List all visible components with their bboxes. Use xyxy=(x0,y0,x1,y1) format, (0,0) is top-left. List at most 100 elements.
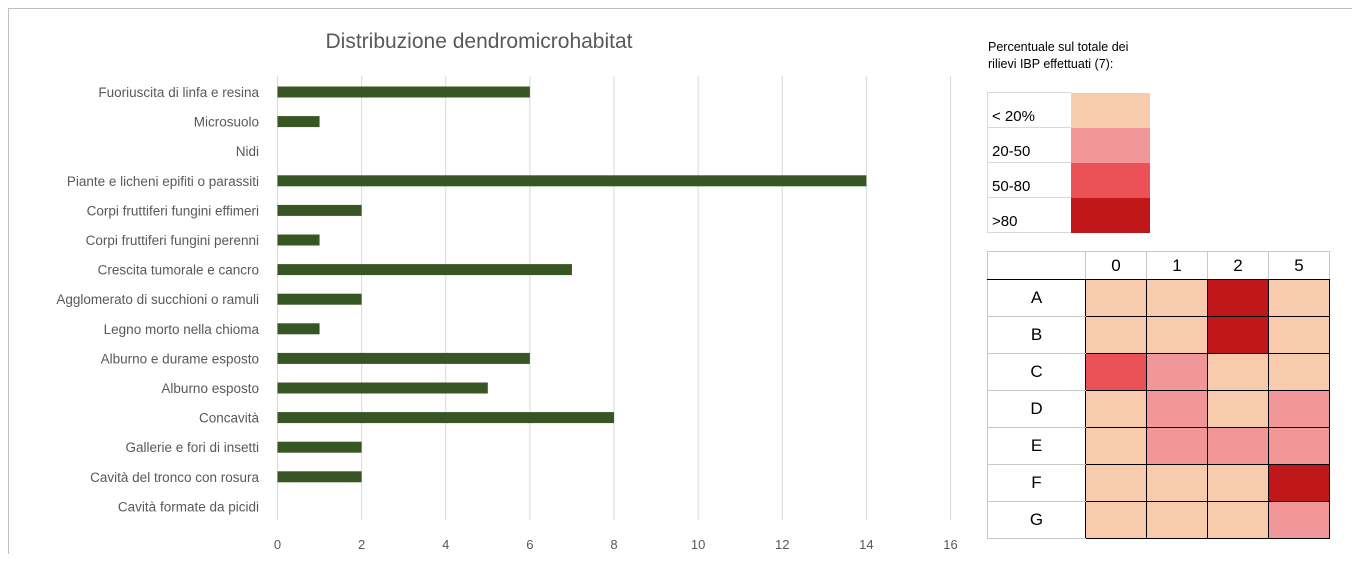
heatmap-cell xyxy=(1085,390,1147,428)
bar xyxy=(277,116,320,128)
heatmap-row-label: D xyxy=(987,390,1086,428)
heatmap-cell xyxy=(1085,464,1147,502)
heatmap-cell xyxy=(1268,279,1330,317)
heatmap-corner xyxy=(987,251,1086,280)
legend-swatch xyxy=(1070,92,1150,128)
heatmap-row-label: F xyxy=(987,464,1086,502)
y-category-label: Gallerie e fori di insetti xyxy=(125,440,259,455)
bar xyxy=(277,323,320,335)
x-tick-label: 6 xyxy=(526,537,533,552)
heatmap-row-label: C xyxy=(987,353,1086,391)
bar xyxy=(277,293,362,305)
y-category-label: Concavità xyxy=(199,411,260,426)
legend-swatch xyxy=(1070,197,1150,233)
heatmap-cell xyxy=(1146,464,1208,502)
x-tick-label: 0 xyxy=(274,537,281,552)
y-category-label: Fuoriuscita di linfa e resina xyxy=(98,85,259,100)
legend-row: >80 xyxy=(986,197,1150,233)
bar xyxy=(277,471,362,483)
x-tick-label: 16 xyxy=(943,537,957,552)
bar xyxy=(277,352,530,364)
y-category-label: Agglomerato di succhioni o ramuli xyxy=(56,292,259,307)
x-tick-label: 12 xyxy=(775,537,789,552)
heatmap-cell xyxy=(1207,501,1269,539)
legend-title-line-1: Percentuale sul totale dei xyxy=(988,40,1129,54)
heatmap-cell xyxy=(1146,279,1208,317)
heatmap-cell xyxy=(1085,501,1147,539)
bar xyxy=(277,204,362,216)
heatmap-col-header: 0 xyxy=(1085,251,1147,280)
heatmap-row-label: G xyxy=(987,501,1086,539)
legend-label: 20-50 xyxy=(986,127,1071,163)
heatmap-row: B xyxy=(987,316,1330,354)
heatmap-cell xyxy=(1207,464,1269,502)
y-category-label: Alburno e durame esposto xyxy=(101,351,259,366)
heatmap-cell xyxy=(1268,501,1330,539)
heatmap-cell xyxy=(1085,427,1147,465)
heatmap-col-header: 5 xyxy=(1268,251,1330,280)
y-category-label: Legno morto nella chioma xyxy=(104,322,260,337)
heatmap-col-header: 1 xyxy=(1146,251,1208,280)
heatmap-cell xyxy=(1207,353,1269,391)
heatmap-cell xyxy=(1268,464,1330,502)
heatmap-row-label: A xyxy=(987,279,1086,317)
heatmap-row: E xyxy=(987,427,1330,465)
chart-title: Distribuzione dendromicrohabitat xyxy=(325,30,633,53)
bar xyxy=(277,441,362,453)
x-tick-label: 2 xyxy=(358,537,365,552)
figure-frame xyxy=(8,8,1352,554)
legend-row: 20-50 xyxy=(986,127,1150,163)
heatmap-cell xyxy=(1207,390,1269,428)
heatmap-cell xyxy=(1146,501,1208,539)
heatmap-col-header: 2 xyxy=(1207,251,1269,280)
bar xyxy=(277,86,530,98)
x-tick-label: 10 xyxy=(691,537,705,552)
heatmap-cell xyxy=(1085,316,1147,354)
color-legend: < 20% 20-50 50-80 >80 xyxy=(986,92,1150,233)
heatmap-row-label: B xyxy=(987,316,1086,354)
bar xyxy=(277,412,614,424)
heatmap-cell xyxy=(1207,427,1269,465)
heatmap-row-label: E xyxy=(987,427,1086,465)
x-tick-label: 4 xyxy=(442,537,449,552)
legend-label: < 20% xyxy=(986,92,1071,128)
bar xyxy=(277,382,488,394)
y-category-label: Nidi xyxy=(236,144,259,159)
heatmap-cell xyxy=(1207,279,1269,317)
heatmap-cell xyxy=(1146,353,1208,391)
heatmap-row: A xyxy=(987,279,1330,317)
y-category-label: Crescita tumorale e cancro xyxy=(98,263,259,278)
heatmap-cell xyxy=(1085,279,1147,317)
bar xyxy=(277,264,572,276)
bar xyxy=(277,234,320,246)
legend-row: < 20% xyxy=(986,92,1150,128)
x-tick-label: 8 xyxy=(610,537,617,552)
legend-row: 50-80 xyxy=(986,162,1150,198)
heatmap-cell xyxy=(1268,316,1330,354)
y-category-label: Microsuolo xyxy=(194,115,259,130)
legend-swatch xyxy=(1070,162,1150,198)
legend-swatch xyxy=(1070,127,1150,163)
heatmap-cell xyxy=(1146,316,1208,354)
bar xyxy=(277,175,867,187)
x-tick-label: 14 xyxy=(859,537,873,552)
heatmap-row: C xyxy=(987,353,1330,391)
y-category-label: Cavità formate da picidi xyxy=(118,499,259,514)
heatmap-cell xyxy=(1207,316,1269,354)
y-category-label: Alburno esposto xyxy=(161,381,259,396)
heatmap-row: G xyxy=(987,501,1330,539)
legend-label: >80 xyxy=(986,197,1071,233)
y-category-label: Cavità del tronco con rosura xyxy=(90,470,259,485)
y-category-label: Corpi fruttiferi fungini perenni xyxy=(86,233,259,248)
y-category-label: Corpi fruttiferi fungini effimeri xyxy=(87,203,259,218)
heatmap-cell xyxy=(1268,427,1330,465)
y-category-label: Piante e licheni epifiti o parassiti xyxy=(67,174,259,189)
heatmap-row: D xyxy=(987,390,1330,428)
heatmap-cell xyxy=(1085,353,1147,391)
heatmap-cell xyxy=(1146,427,1208,465)
legend-title-line-2: rilievi IBP effettuati (7): xyxy=(988,57,1114,71)
heatmap-cell xyxy=(1268,390,1330,428)
heatmap-cell xyxy=(1268,353,1330,391)
